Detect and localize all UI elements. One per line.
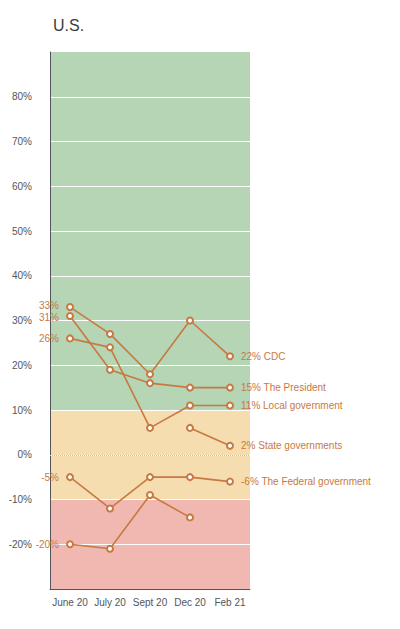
svg-text:50%: 50% [12, 226, 32, 237]
svg-text:10%: 10% [12, 405, 32, 416]
svg-text:-10%: -10% [9, 494, 32, 505]
svg-text:0%: 0% [18, 449, 33, 460]
svg-text:30%: 30% [12, 315, 32, 326]
svg-text:22% CDC: 22% CDC [241, 351, 285, 362]
svg-text:31%: 31% [39, 312, 59, 323]
svg-text:70%: 70% [12, 136, 32, 147]
svg-text:11% Local government: 11% Local government [241, 400, 343, 411]
svg-text:-6% The Federal government: -6% The Federal government [241, 476, 371, 487]
svg-text:-20%: -20% [9, 539, 32, 550]
svg-text:80%: 80% [12, 91, 32, 102]
svg-text:-20%: -20% [36, 539, 59, 550]
svg-text:2% State governments: 2% State governments [241, 440, 342, 451]
svg-text:26%: 26% [39, 333, 59, 344]
svg-text:20%: 20% [12, 360, 32, 371]
svg-text:15% The President: 15% The President [241, 382, 326, 393]
svg-text:Sept 20: Sept 20 [133, 597, 168, 608]
svg-text:60%: 60% [12, 181, 32, 192]
svg-text:33%: 33% [39, 300, 59, 311]
svg-text:Feb 21: Feb 21 [214, 597, 246, 608]
svg-text:July 20: July 20 [94, 597, 126, 608]
svg-text:U.S.: U.S. [53, 17, 84, 34]
svg-text:June 20: June 20 [52, 597, 88, 608]
svg-text:Dec 20: Dec 20 [174, 597, 206, 608]
svg-text:-5%: -5% [41, 472, 59, 483]
svg-text:40%: 40% [12, 270, 32, 281]
